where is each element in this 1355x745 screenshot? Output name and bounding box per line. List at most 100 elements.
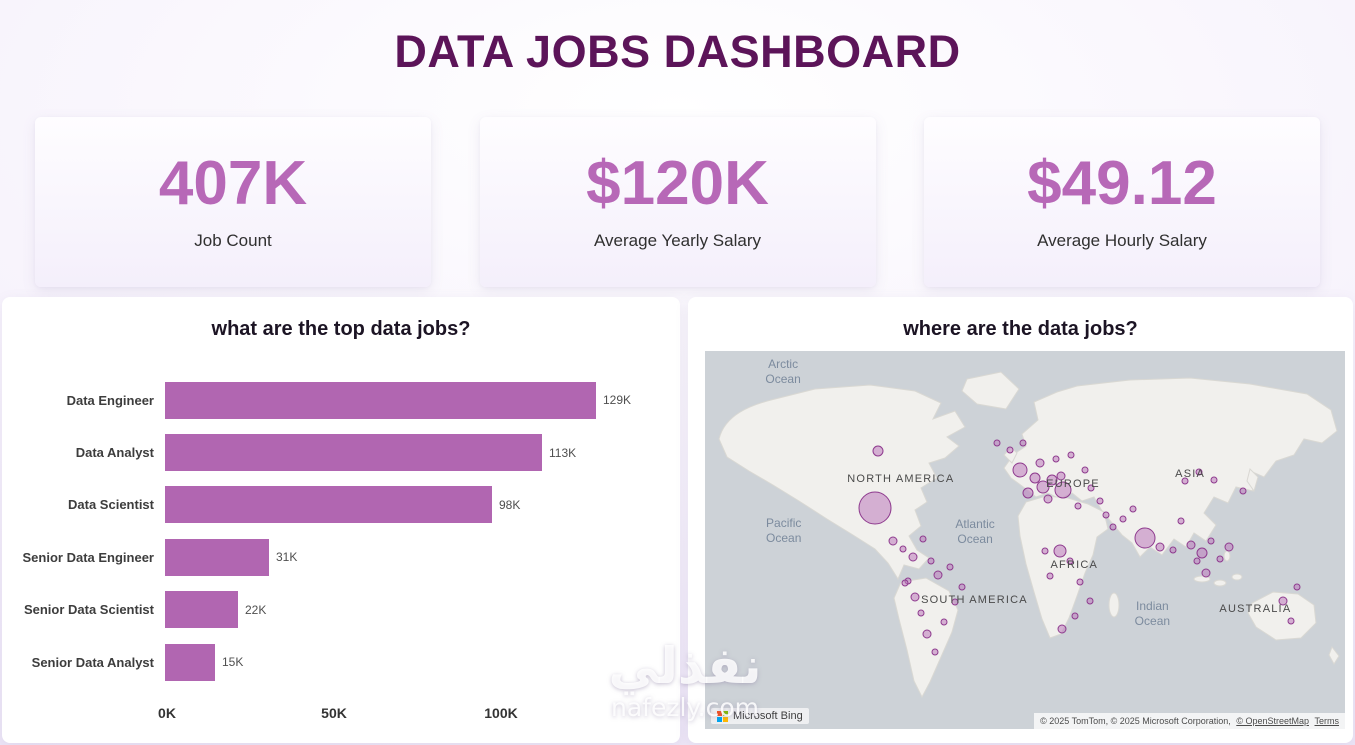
bar-value-label: 129K (603, 393, 632, 408)
map-bubble[interactable] (951, 598, 959, 606)
bar-value-label: 22K (245, 602, 267, 617)
map-bubble[interactable] (1041, 547, 1049, 555)
bar-value-label: 98K (499, 497, 521, 512)
map-bubble[interactable] (1155, 542, 1165, 552)
land-madagascar (1108, 592, 1120, 618)
map-bubble[interactable] (1096, 497, 1104, 505)
bar-row: Senior Data Engineer 31K (2, 531, 680, 583)
map-bubble[interactable] (872, 445, 884, 457)
map-bubble[interactable] (931, 648, 939, 656)
bar-value-label: 15K (222, 655, 244, 670)
map-bubble[interactable] (940, 618, 948, 626)
kpi-label: Job Count (194, 231, 272, 250)
map-bubble[interactable] (1177, 517, 1185, 525)
bar-data-engineer[interactable] (165, 381, 596, 419)
map-bubble[interactable] (1071, 612, 1079, 620)
map-bubble[interactable] (1052, 455, 1060, 463)
map-bubble[interactable] (1134, 527, 1156, 549)
map-bubble[interactable] (1207, 537, 1215, 545)
map-bubble[interactable] (908, 552, 918, 562)
map-bubble[interactable] (1119, 515, 1127, 523)
map-bubble[interactable] (888, 536, 898, 546)
map-bubbles-layer[interactable] (858, 439, 1301, 656)
bar-data-analyst[interactable] (165, 434, 542, 472)
bing-logo-label: Microsoft Bing (733, 710, 803, 722)
land-indonesia-2 (1213, 579, 1227, 587)
map-bubble[interactable] (1169, 546, 1177, 554)
map-bubble[interactable] (1109, 523, 1117, 531)
kpi-value: $49.12 (1027, 149, 1217, 218)
kpi-card-hourly-salary: $49.12 Average Hourly Salary (924, 117, 1320, 287)
map-bubble[interactable] (946, 563, 954, 571)
openstreetmap-link[interactable]: © OpenStreetMap (1236, 716, 1309, 726)
top-data-jobs-panel: what are the top data jobs? Data Enginee… (2, 297, 680, 743)
map-bubble[interactable] (1087, 484, 1095, 492)
map-bubble[interactable] (1196, 547, 1208, 559)
map-bubble[interactable] (1293, 583, 1301, 591)
land-north-america (718, 384, 966, 581)
map-bubble[interactable] (899, 545, 907, 553)
map-bubble[interactable] (922, 629, 932, 639)
kpi-card-yearly-salary: $120K Average Yearly Salary (479, 117, 876, 287)
bing-logo[interactable]: Microsoft Bing (711, 708, 809, 724)
map-bubble[interactable] (1193, 557, 1201, 565)
map-bubble[interactable] (1056, 471, 1066, 481)
map-bubble[interactable] (917, 609, 925, 617)
bar-track: 31K (165, 538, 680, 576)
map-bubble[interactable] (1022, 487, 1034, 499)
map-bubble[interactable] (1043, 494, 1053, 504)
map-bubble[interactable] (958, 583, 966, 591)
map-bubble[interactable] (1076, 578, 1084, 586)
map-bubble[interactable] (1186, 540, 1196, 550)
map-bubble[interactable] (1224, 542, 1234, 552)
map-bubble[interactable] (1239, 487, 1247, 495)
bar-senior-data-scientist[interactable] (165, 591, 238, 629)
map-bubble[interactable] (910, 592, 920, 602)
map-bubble[interactable] (1201, 568, 1211, 578)
map-bubble[interactable] (1287, 617, 1295, 625)
world-map[interactable]: Arctic Ocean NORTH AMERICA Pacific Ocean At… (705, 351, 1345, 729)
map-bubble[interactable] (1029, 472, 1041, 484)
map-bubble[interactable] (1278, 596, 1288, 606)
map-bubble[interactable] (933, 570, 943, 580)
map-bubble[interactable] (1129, 505, 1137, 513)
map-bubble[interactable] (1046, 474, 1058, 486)
map-bubble[interactable] (1054, 481, 1072, 499)
kpi-card-job-count: 407K Job Count (35, 117, 431, 287)
terms-link[interactable]: Terms (1314, 716, 1340, 726)
map-bubble[interactable] (1046, 572, 1054, 580)
map-bubble[interactable] (1053, 544, 1067, 558)
bar-track: 98K (165, 486, 680, 524)
land-greenland (961, 371, 1020, 410)
map-bubble[interactable] (858, 491, 892, 525)
map-bubble[interactable] (1057, 624, 1067, 634)
kpi-value: 407K (158, 149, 308, 218)
map-bubble[interactable] (919, 535, 927, 543)
map-bubble[interactable] (1195, 468, 1203, 476)
bar-senior-data-analyst[interactable] (165, 643, 215, 681)
map-bubble[interactable] (1019, 439, 1027, 447)
bar-senior-data-engineer[interactable] (165, 538, 269, 576)
map-bubble[interactable] (1035, 458, 1045, 468)
map-bubble[interactable] (901, 579, 909, 587)
map-bubble[interactable] (1081, 466, 1089, 474)
map-bubble[interactable] (1210, 476, 1218, 484)
map-bubble[interactable] (1066, 557, 1074, 565)
map-bubble[interactable] (993, 439, 1001, 447)
bar-category-label: Senior Data Engineer (22, 549, 154, 565)
map-bubble[interactable] (1006, 446, 1014, 454)
map-bubble[interactable] (1074, 502, 1082, 510)
bar-chart-x-axis: 0K 50K 100K (2, 705, 680, 727)
world-map-svg (705, 351, 1345, 729)
map-panel: where are the data jobs? (688, 297, 1353, 743)
map-bubble[interactable] (1216, 555, 1224, 563)
map-bubble[interactable] (1086, 597, 1094, 605)
map-bubble[interactable] (1102, 511, 1110, 519)
map-bubble[interactable] (1067, 451, 1075, 459)
map-bubble[interactable] (1012, 462, 1028, 478)
map-bubble[interactable] (927, 557, 935, 565)
map-bubble[interactable] (1181, 477, 1189, 485)
kpi-row: 407K Job Count $120K Average Yearly Sala… (35, 117, 1320, 287)
bar-data-scientist[interactable] (165, 486, 492, 524)
map-bubble[interactable] (1036, 480, 1050, 494)
